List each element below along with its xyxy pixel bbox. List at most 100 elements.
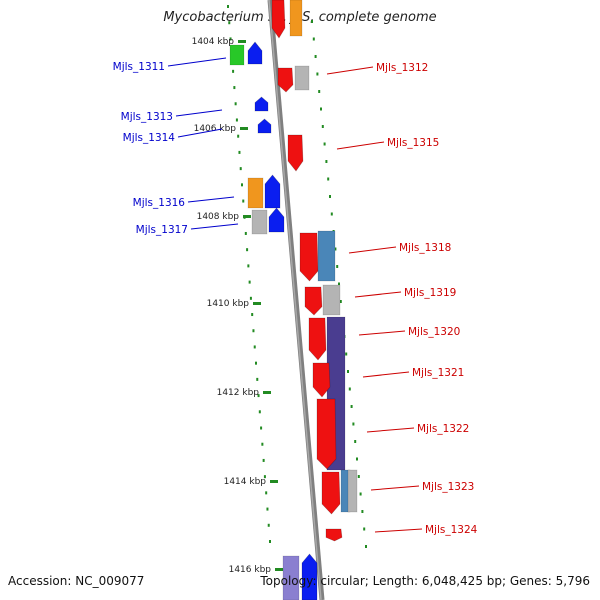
gene-label-left[interactable]: Mjls_1314 bbox=[123, 132, 176, 144]
gene-arrow[interactable] bbox=[308, 317, 327, 361]
leader-line bbox=[354, 291, 402, 298]
gene-block[interactable] bbox=[294, 65, 310, 91]
gene-block[interactable] bbox=[247, 177, 264, 209]
gene-label-right[interactable]: Mjls_1318 bbox=[399, 242, 451, 254]
left-track-dot bbox=[248, 280, 251, 284]
gene-arrow[interactable] bbox=[247, 41, 263, 65]
gene-arrow[interactable] bbox=[254, 96, 269, 112]
left-track-dot bbox=[242, 199, 245, 203]
gene-arrow[interactable] bbox=[287, 134, 304, 172]
kbp-tick-mark bbox=[238, 40, 246, 43]
right-track-dot bbox=[318, 90, 321, 93]
kbp-tick-mark bbox=[243, 215, 251, 218]
right-track-dot bbox=[348, 387, 351, 391]
gene-arrow[interactable] bbox=[271, 0, 286, 39]
right-track-dot bbox=[352, 422, 355, 426]
gene-block[interactable] bbox=[251, 209, 268, 235]
right-track-dot bbox=[356, 457, 358, 461]
gene-block[interactable] bbox=[317, 230, 336, 282]
gene-block[interactable] bbox=[289, 0, 303, 37]
gene-arrow[interactable] bbox=[316, 398, 337, 470]
gene-label-left[interactable]: Mjls_1316 bbox=[133, 197, 186, 209]
kbp-ticks: 1404 kbp 1406 kbp 1408 kbp 1410 kbp 1412 kbp… bbox=[192, 37, 283, 575]
leader-line bbox=[336, 141, 385, 150]
right-track-dot bbox=[363, 527, 366, 531]
topology-summary: Topology: circular; Length: 6,048,425 bp… bbox=[260, 574, 590, 588]
kbp-tick-mark bbox=[253, 302, 261, 305]
leader-line bbox=[362, 371, 410, 378]
gene-arrow[interactable] bbox=[312, 362, 331, 398]
kbp-tick-label: 1410 kbp bbox=[207, 299, 250, 309]
kbp-tick-mark bbox=[275, 568, 283, 571]
left-track-dot bbox=[258, 410, 261, 414]
left-track-dot bbox=[269, 540, 271, 543]
right-track-dot bbox=[320, 107, 322, 111]
right-track-dot bbox=[323, 142, 326, 146]
gene-arrow[interactable] bbox=[277, 67, 294, 93]
right-track-dot bbox=[325, 160, 328, 163]
gene-label-right[interactable]: Mjls_1322 bbox=[417, 423, 469, 435]
left-track-dot bbox=[239, 167, 242, 171]
gene-arrow[interactable] bbox=[264, 174, 281, 209]
gene-block[interactable] bbox=[322, 284, 341, 316]
left-track-dot bbox=[232, 69, 235, 73]
leader-line bbox=[358, 330, 406, 336]
kbp-tick-label: 1412 kbp bbox=[217, 388, 260, 398]
leader-line bbox=[177, 128, 223, 138]
gene-label-right[interactable]: Mjls_1321 bbox=[412, 367, 464, 379]
right-track-dot bbox=[359, 492, 362, 496]
right-track-dot bbox=[361, 510, 364, 513]
gene-label-right[interactable]: Mjls_1323 bbox=[422, 481, 474, 493]
dotted-tracks bbox=[227, 5, 367, 548]
left-track-dot bbox=[263, 475, 266, 479]
kbp-tick-label: 1408 kbp bbox=[197, 212, 240, 222]
right-track-dot bbox=[334, 247, 337, 251]
left-track-dot bbox=[247, 264, 250, 268]
gene-arrow[interactable] bbox=[301, 553, 318, 600]
kbp-tick-mark bbox=[263, 391, 271, 394]
left-track-dot bbox=[233, 86, 236, 90]
leader-line bbox=[167, 57, 227, 67]
right-track-dot bbox=[321, 125, 324, 128]
gene-arrow[interactable] bbox=[268, 207, 285, 233]
gene-arrow[interactable] bbox=[325, 528, 343, 542]
gene-features bbox=[229, 0, 358, 600]
left-track-dot bbox=[228, 21, 231, 25]
kbp-tick-label: 1416 kbp bbox=[229, 565, 272, 575]
leader-line bbox=[370, 485, 420, 491]
gene-label-right[interactable]: Mjls_1312 bbox=[376, 62, 428, 74]
gene-arrow[interactable] bbox=[299, 232, 319, 282]
leader-line bbox=[348, 246, 397, 254]
gene-label-right[interactable]: Mjls_1319 bbox=[404, 287, 456, 299]
leader-line bbox=[187, 196, 235, 203]
left-track-dot bbox=[262, 458, 265, 462]
gene-block[interactable] bbox=[347, 469, 358, 513]
gene-block[interactable] bbox=[282, 555, 300, 600]
gene-label-left[interactable]: Mjls_1313 bbox=[121, 111, 173, 123]
gene-label-left[interactable]: Mjls_1311 bbox=[113, 61, 165, 73]
right-track-dot bbox=[330, 212, 333, 216]
right-track-dot bbox=[357, 475, 360, 478]
kbp-tick-label: 1404 kbp bbox=[192, 37, 235, 47]
right-track-dot bbox=[329, 195, 331, 198]
accession-text: Accession: NC_009077 bbox=[8, 574, 145, 588]
gene-label-right[interactable]: Mjls_1315 bbox=[387, 137, 439, 149]
genome-backbone bbox=[267, 0, 325, 600]
right-track-dot bbox=[327, 177, 330, 181]
gene-block[interactable] bbox=[229, 44, 245, 66]
left-track-dot bbox=[255, 361, 257, 365]
right-track-dot bbox=[365, 545, 367, 548]
gene-arrow[interactable] bbox=[257, 118, 272, 134]
gene-label-right[interactable]: Mjls_1324 bbox=[425, 524, 478, 536]
gene-label-left[interactable]: Mjls_1317 bbox=[136, 224, 188, 236]
left-track-dot bbox=[260, 426, 263, 430]
left-track-dot bbox=[249, 296, 252, 300]
genome-backbone-highlight bbox=[268, 0, 322, 600]
leader-line bbox=[175, 109, 223, 117]
gene-label-right[interactable]: Mjls_1320 bbox=[408, 326, 460, 338]
left-track-dot bbox=[234, 102, 237, 106]
gene-arrow[interactable] bbox=[304, 286, 323, 316]
gene-arrow[interactable] bbox=[321, 471, 341, 515]
right-track-dot bbox=[311, 20, 313, 23]
